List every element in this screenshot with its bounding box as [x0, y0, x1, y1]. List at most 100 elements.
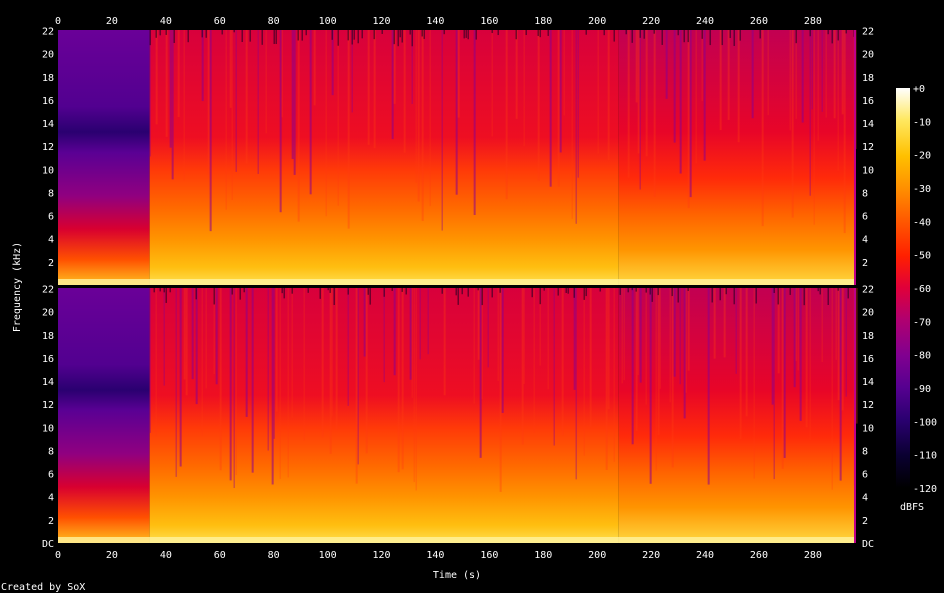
dropout	[319, 288, 321, 299]
streak	[657, 288, 660, 436]
streak	[781, 288, 784, 469]
dropout	[491, 30, 493, 34]
dropout	[347, 30, 349, 41]
dropout	[187, 30, 189, 43]
dropout	[677, 288, 679, 303]
y-tick-label: 2	[48, 516, 54, 527]
x-tick-label: 60	[214, 16, 226, 27]
streak	[789, 30, 791, 131]
streak	[575, 30, 577, 224]
y-tick-label: 18	[862, 331, 874, 342]
dropout	[557, 288, 559, 296]
x-tick-label: 240	[696, 550, 714, 561]
x-tick-label: 220	[642, 16, 660, 27]
streak	[563, 30, 565, 116]
dropout	[543, 288, 545, 291]
dropout	[733, 30, 735, 46]
streak	[809, 288, 811, 441]
streak	[831, 288, 833, 490]
dropout	[497, 30, 499, 36]
dropout	[565, 288, 567, 293]
spectrogram-channel-2	[58, 288, 858, 543]
dropout	[463, 30, 465, 39]
streak	[735, 288, 737, 374]
x-tick-label: 40	[160, 16, 172, 27]
y-tick-label: 6	[862, 212, 868, 223]
y-tick-label: 12	[42, 400, 54, 411]
streak	[685, 288, 687, 393]
streak	[281, 30, 283, 118]
dropout	[383, 288, 385, 297]
streak	[841, 288, 844, 411]
y-tick-label: 14	[42, 119, 54, 130]
dropout	[455, 288, 457, 296]
dropout	[599, 288, 601, 292]
dropout	[687, 30, 689, 43]
dropout	[233, 30, 235, 33]
dropout	[461, 288, 463, 295]
streak	[245, 288, 248, 417]
colorbar-tick-label: -40	[913, 217, 931, 228]
dropout	[831, 30, 833, 44]
low-frequency-band	[58, 279, 856, 285]
streak	[573, 288, 576, 390]
y-tick-label: 20	[42, 50, 54, 61]
x-tick-label: 180	[534, 16, 552, 27]
streak	[335, 288, 338, 430]
dropout	[721, 30, 723, 46]
streak	[393, 30, 396, 104]
streak	[659, 288, 661, 389]
streak	[761, 30, 764, 227]
dropout	[291, 288, 293, 294]
streak	[149, 30, 151, 157]
streak	[801, 30, 804, 123]
dropout	[701, 30, 703, 39]
dropout	[381, 30, 383, 34]
dropout	[817, 288, 819, 292]
streak	[669, 288, 671, 403]
streak	[837, 288, 840, 401]
dropout	[645, 288, 647, 293]
dropout	[773, 288, 775, 293]
streak	[265, 30, 267, 134]
streak	[673, 288, 676, 377]
streak	[753, 288, 755, 479]
dropout	[333, 288, 335, 306]
streak	[665, 30, 668, 99]
x-tick-label: 160	[480, 550, 498, 561]
streak	[219, 288, 222, 471]
dropout	[297, 30, 299, 41]
dropout	[725, 288, 727, 295]
streak	[813, 30, 815, 225]
dropout	[307, 288, 309, 293]
dropout	[525, 30, 527, 36]
dropout	[153, 288, 155, 293]
streak	[215, 288, 218, 385]
streak	[843, 30, 846, 234]
x-tick-label: 140	[426, 16, 444, 27]
streak	[723, 288, 726, 358]
dropout	[465, 30, 467, 38]
streak	[291, 30, 294, 159]
streak	[207, 30, 210, 175]
dropout	[249, 30, 251, 42]
y-tick-label: 14	[42, 377, 54, 388]
y-tick-label: 8	[862, 188, 868, 199]
streak	[795, 288, 797, 362]
x-tick-label: 40	[160, 550, 172, 561]
streak	[637, 30, 640, 154]
dropout	[169, 288, 171, 293]
streak	[279, 288, 281, 479]
streak	[607, 288, 610, 410]
y-tick-label: 10	[862, 423, 874, 434]
streak	[835, 288, 837, 360]
dropout	[367, 288, 369, 295]
y-tick-label: 22	[862, 285, 874, 296]
streak	[635, 30, 638, 103]
dropout	[457, 288, 459, 305]
dropout	[165, 288, 167, 303]
streak	[539, 288, 541, 366]
x-tick-label: 200	[588, 550, 606, 561]
streak	[411, 30, 413, 104]
